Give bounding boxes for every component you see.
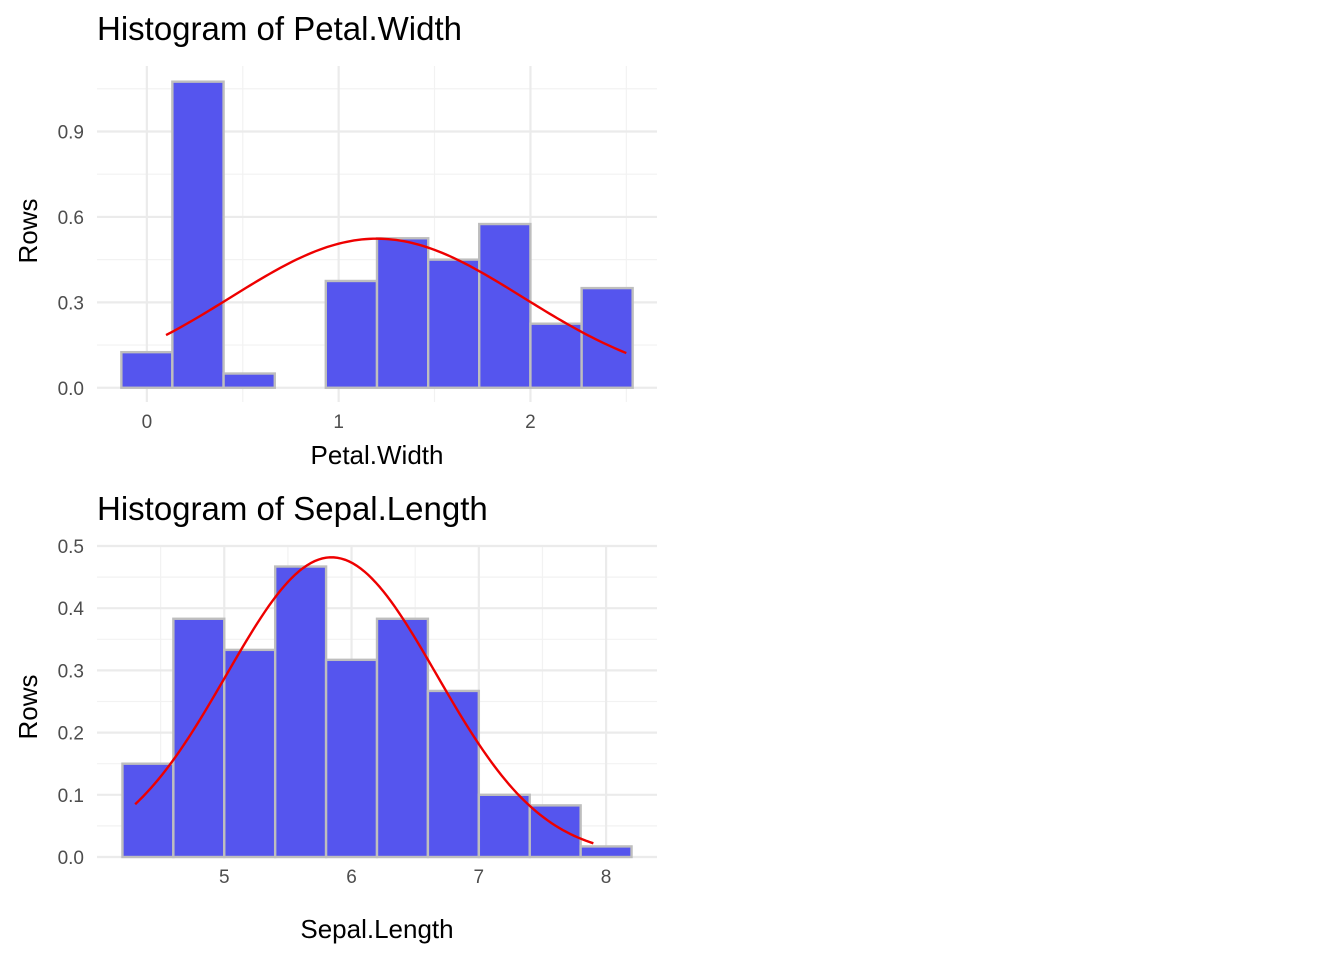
x-tick-label: 1 (333, 412, 344, 433)
x-tick-labels: 0 1 2 (142, 412, 536, 433)
y-tick-label: 0.9 (58, 122, 84, 143)
histogram-bar (529, 322, 583, 389)
y-tick-label: 0.3 (58, 293, 84, 314)
y-tick-labels: 0.0 0.1 0.2 0.3 0.4 0.5 (58, 537, 85, 869)
y-tick-label: 0.0 (58, 379, 84, 400)
x-tick-label: 7 (474, 867, 485, 888)
histogram-bar (120, 350, 174, 389)
x-tick-label: 8 (601, 867, 612, 888)
y-tick-label: 0.1 (58, 786, 84, 807)
y-tick-label: 0.4 (58, 599, 85, 620)
density-curve (134, 556, 594, 845)
y-tick-labels: 0.0 0.3 0.6 0.9 (58, 122, 84, 399)
x-axis-title: Sepal.Length (300, 914, 453, 944)
y-axis-title: Rows (13, 674, 43, 739)
x-tick-label: 2 (525, 412, 536, 433)
histogram-bar (223, 648, 277, 859)
histogram-bar (579, 845, 633, 859)
histogram-bar (324, 279, 379, 389)
histogram-bar (171, 80, 225, 389)
chart-title: Histogram of Petal.Width (97, 10, 462, 47)
histogram-bar (324, 658, 379, 859)
bars (120, 80, 634, 389)
y-tick-label: 0.0 (58, 848, 84, 869)
histogram-bar (375, 237, 430, 389)
chart-title: Histogram of Sepal.Length (97, 490, 488, 527)
histogram-bar (427, 258, 481, 389)
y-tick-label: 0.3 (58, 661, 84, 682)
histogram-bar (273, 565, 328, 859)
x-tick-labels: 5 6 7 8 (219, 867, 611, 888)
y-tick-label: 0.2 (58, 724, 84, 745)
density-curve (165, 237, 627, 355)
histogram-bar (222, 372, 276, 389)
histogram-bar (478, 222, 532, 389)
histogram-bar (477, 793, 531, 859)
bars (121, 565, 633, 859)
y-tick-label: 0.5 (58, 537, 84, 558)
histogram-bar (375, 617, 430, 859)
histogram-bar (580, 286, 634, 389)
histogram-bar (121, 762, 175, 859)
x-tick-label: 5 (219, 867, 230, 888)
x-axis-title: Petal.Width (311, 440, 444, 470)
histogram-bar (172, 617, 226, 859)
x-tick-label: 6 (346, 867, 357, 888)
histogram-bar (528, 804, 582, 859)
histogram-bar (426, 689, 481, 859)
sepal-length-histogram: Histogram of Sepal.Length 5 6 7 8 0.0 0.1 0.2… (13, 490, 657, 944)
y-tick-label: 0.6 (58, 208, 84, 229)
x-tick-label: 0 (142, 412, 153, 433)
y-axis-title: Rows (13, 198, 43, 263)
